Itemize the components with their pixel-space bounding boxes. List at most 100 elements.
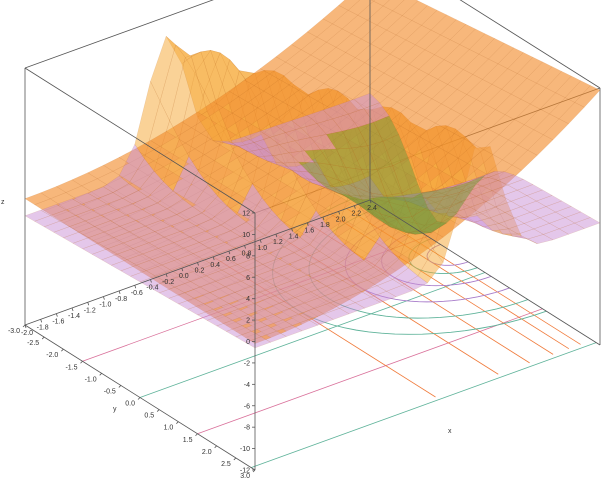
- x-tick: [306, 222, 309, 226]
- z-tick-label: -10: [240, 446, 250, 453]
- surface-peak-patch: [24, 209, 51, 222]
- surface-peak-patch: [339, 302, 366, 315]
- x-tick-label: -2.0: [21, 330, 33, 337]
- surface-peak-patch: [373, 248, 400, 274]
- y-tick-label: -2.0: [46, 352, 58, 359]
- x-tick: [134, 285, 137, 289]
- surface-main-patch: [364, 48, 391, 69]
- surface-main-patch: [479, 109, 506, 130]
- y-tick: [195, 433, 198, 437]
- surface-main-patch: [204, 144, 231, 161]
- surface-peak-patch: [119, 220, 146, 232]
- surface-peak-patch: [187, 303, 214, 316]
- surface-peak-patch: [149, 281, 176, 294]
- surface-peak-patch: [55, 198, 83, 211]
- surface-peak-patch: [278, 140, 306, 153]
- surface-peak-patch: [65, 204, 92, 216]
- surface-main-patch: [322, 5, 349, 25]
- y-tick-label: 0.5: [144, 413, 154, 420]
- surface-peak-patch: [357, 121, 384, 146]
- y-tick: [176, 421, 179, 424]
- y-tick-label: -1.0: [85, 376, 97, 383]
- surface-main-patch: [103, 157, 130, 172]
- y-tick-label: 0.0: [125, 401, 135, 408]
- surface-main-patch: [87, 165, 114, 179]
- box-edge: [24, 67, 256, 214]
- surface-main-patch: [428, 128, 455, 148]
- y-tick-label: 1.0: [164, 425, 174, 432]
- surface-main-patch: [40, 186, 67, 200]
- x-tick: [87, 302, 90, 306]
- x-tick: [181, 268, 184, 272]
- surface-main-patch: [150, 131, 177, 147]
- y-tick: [118, 385, 122, 388]
- surface-peak-patch: [230, 221, 257, 237]
- floor-contour-line: [139, 272, 486, 398]
- x-tick: [322, 216, 325, 221]
- surface-peak-patch: [300, 280, 327, 293]
- y-tick: [41, 336, 45, 340]
- surface-main-patch: [34, 198, 61, 211]
- surface-peak-patch: [275, 280, 302, 293]
- surface-peak-patch: [222, 308, 249, 321]
- surface-peak-patch: [472, 177, 499, 187]
- surface-peak-patch: [233, 241, 260, 254]
- surface-main-patch: [257, 96, 284, 114]
- surface-main-patch: [263, 79, 290, 97]
- surface-main-patch: [207, 166, 234, 182]
- surface-peak-patch: [139, 275, 166, 288]
- surface-peak-patch: [300, 210, 326, 245]
- surface-peak-patch: [225, 325, 252, 338]
- surface-main-patch: [408, 49, 435, 70]
- surface-peak-patch: [204, 224, 232, 237]
- y-tick: [233, 457, 237, 461]
- x-tick: [71, 307, 74, 312]
- z-tick-label: 4: [246, 296, 250, 303]
- surface-main-patch: [194, 138, 221, 155]
- surface-main-patch: [373, 0, 390, 7]
- surface-peak-patch: [298, 308, 325, 320]
- surface-main-patch: [370, 0, 376, 2]
- z-tick-label: -12: [240, 468, 250, 475]
- surface-peak-patch: [247, 308, 274, 321]
- surface-peak-patch: [244, 130, 271, 143]
- surface-peak-patch: [203, 297, 230, 310]
- surface-main-patch: [400, 112, 427, 132]
- surface-peak-patch: [160, 214, 187, 227]
- surface-peak-patch: [285, 286, 312, 298]
- surface-peak-patch: [174, 281, 201, 293]
- y-tick-label: 2.5: [221, 461, 231, 468]
- surface-peak-patch: [244, 336, 272, 349]
- surface-peak-patch: [401, 183, 428, 217]
- surface-peak-patch: [313, 302, 340, 315]
- z-tick-label: -2: [244, 360, 250, 367]
- surface-main-patch: [401, 0, 428, 21]
- surface-main-patch: [313, 65, 340, 84]
- surface-main-patch: [342, 80, 369, 100]
- z-tick-label: 12: [242, 211, 250, 218]
- surface-peak-patch: [197, 308, 224, 321]
- x-tick: [165, 273, 168, 277]
- y-tick: [214, 445, 217, 449]
- y-tick: [80, 360, 83, 364]
- x-tick: [55, 313, 58, 317]
- x-tick: [259, 239, 262, 243]
- y-tick-label: -1.5: [65, 364, 77, 371]
- surface-peak-patch: [312, 257, 340, 270]
- x-tick-label: -1.6: [52, 319, 64, 326]
- surface-peak-patch: [291, 319, 319, 332]
- z-tick-label: 6: [246, 275, 250, 282]
- surface-peak-patch: [224, 280, 252, 293]
- surface-main-patch: [450, 94, 477, 115]
- x-tick-label: 0.0: [179, 273, 189, 280]
- axis-ticks: 12 10 8 6 4 2 0 -2 -4 -6 -8 -10 -123.0 2.5 2.0 1.5 1.0 0.…: [8, 199, 377, 480]
- x-tick: [275, 233, 278, 238]
- x-tick: [150, 279, 152, 283]
- z-tick-label: -4: [244, 382, 250, 389]
- x-tick-label: 0.8: [242, 250, 252, 257]
- surface-main-patch: [306, 18, 333, 38]
- y-tick-label: -3.0: [8, 328, 20, 335]
- surface-peak-patch: [366, 273, 394, 286]
- surface-peak-patch: [237, 142, 265, 152]
- surface-peak-patch: [129, 270, 157, 283]
